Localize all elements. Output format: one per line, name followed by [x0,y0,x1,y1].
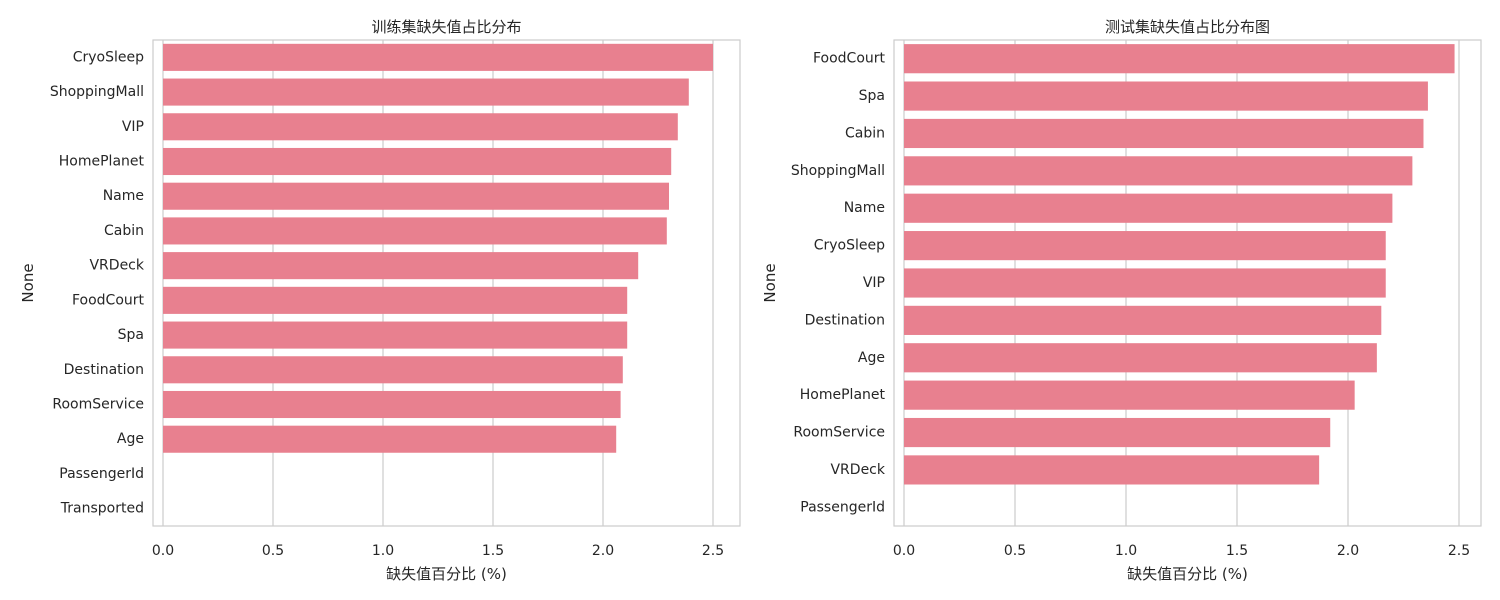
x-tick-label: 0.0 [893,543,915,559]
bar-vip [163,113,678,141]
category-label: ShoppingMall [791,163,885,179]
bar-vrdeck [904,455,1320,485]
category-label: Transported [60,501,144,517]
bar-roomservice [904,417,1331,448]
category-label: FoodCourt [72,292,145,308]
category-label: VRDeck [89,258,144,274]
category-label: PassengerId [59,466,144,482]
category-label: VRDeck [830,462,885,478]
bar-shoppingmall [163,78,689,106]
category-label: Cabin [104,223,144,239]
bar-foodcourt [163,286,628,314]
category-label: CryoSleep [73,49,144,65]
x-tick-label: 0.5 [262,543,284,559]
category-label: Name [103,188,144,204]
x-tick-label: 1.5 [482,543,504,559]
bar-vip [904,268,1386,298]
chart-title: 训练集缺失值占比分布 [371,18,521,36]
bar-cryosleep [163,43,713,71]
y-axis-label: None [19,263,37,302]
subplot-1: CryoSleep ShoppingMall VIP HomePlanet Name Ca… [19,18,741,583]
bar-spa [163,321,628,349]
bar-foodcourt [904,44,1455,74]
x-tick-label: 1.5 [1226,543,1248,559]
category-label: PassengerId [800,499,885,515]
bar-spa [904,81,1428,111]
category-label: RoomService [793,425,885,441]
category-label: Age [858,350,885,366]
category-label: RoomService [52,397,144,413]
category-label: ShoppingMall [50,84,144,100]
y-axis-label: None [761,263,779,302]
bar-shoppingmall [904,156,1413,186]
category-label: Spa [118,327,144,343]
x-tick-label: 0.5 [1004,543,1026,559]
subplot-2: FoodCourt Spa Cabin ShoppingMall Name CryoSle… [761,18,1482,583]
bar-homeplanet [904,380,1355,410]
category-label: VIP [122,119,144,135]
axes-frame [152,39,741,527]
category-label: Name [844,200,885,216]
category-label: Age [117,431,144,447]
bar-roomservice [163,390,621,419]
category-label: Cabin [845,125,885,141]
bar-name [163,182,669,210]
bar-destination [904,305,1382,335]
bar-destination [163,356,623,384]
category-label: Spa [859,88,885,104]
category-label: VIP [863,275,885,291]
axes-frame [893,39,1482,527]
category-label: Destination [805,312,885,328]
category-label: HomePlanet [59,154,145,170]
category-label: FoodCourt [813,51,886,67]
bar-age [163,425,617,453]
x-tick-label: 1.0 [372,543,394,559]
bar-homeplanet [163,147,672,176]
category-label: Destination [64,362,144,378]
x-axis-label: 缺失值百分比 (%) [1127,565,1248,583]
x-tick-label: 2.0 [592,543,614,559]
bar-vrdeck [163,252,639,280]
bar-name [904,193,1393,223]
x-tick-label: 1.0 [1115,543,1137,559]
category-label: HomePlanet [800,387,886,403]
bar-cryosleep [904,231,1386,261]
x-tick-label: 2.0 [1337,543,1359,559]
bar-cabin [163,217,667,245]
bar-cabin [904,118,1424,149]
chart-title: 测试集缺失值占比分布图 [1105,18,1270,36]
x-tick-label: 0.0 [152,543,174,559]
category-label: CryoSleep [814,238,885,254]
x-tick-label: 2.5 [702,543,724,559]
x-tick-label: 2.5 [1448,543,1470,559]
x-axis-label: 缺失值百分比 (%) [386,565,507,583]
bar-age [904,343,1377,373]
